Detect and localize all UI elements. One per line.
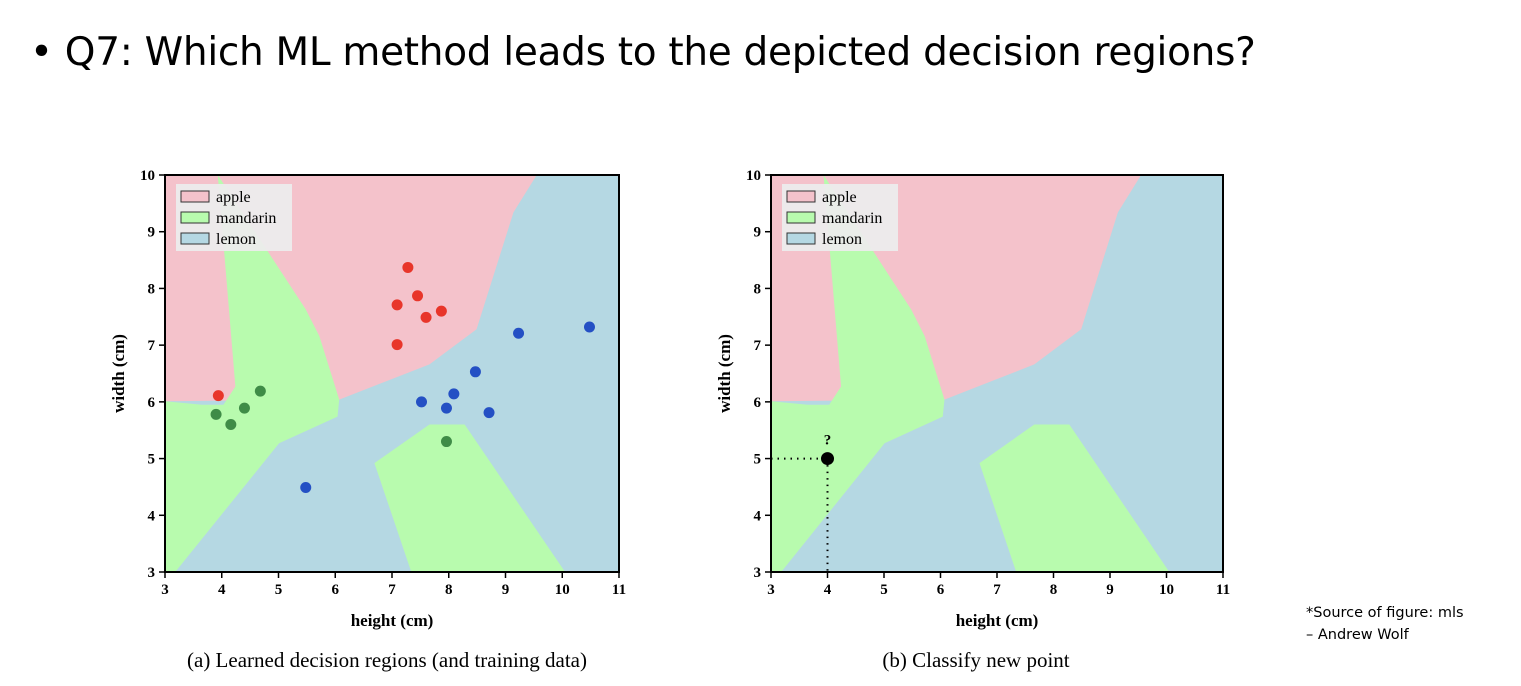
legend: apple mandarin lemon [782,184,898,251]
query-point [821,452,834,466]
legend-swatch-apple [180,190,210,203]
y-tick-label: 6 [754,395,762,411]
legend-label-mandarin: mandarin [822,210,882,227]
x-tick-label: 11 [1216,582,1230,598]
y-tick-label: 8 [148,281,156,297]
data-point-lemon [583,321,595,333]
y-tick-label: 3 [148,565,156,581]
data-point-apple [391,339,403,351]
y-tick-label: 5 [148,452,156,468]
y-tick-label: 4 [148,508,156,524]
caption-b: (b) Classify new point [882,648,1070,672]
x-tick-label: 10 [1159,582,1174,598]
region-mandarin [771,175,945,572]
x-tick-label: 5 [880,582,888,598]
data-point-apple [212,390,224,402]
legend-label-mandarin: mandarin [216,210,276,227]
legend-swatch-mandarin [786,211,816,224]
y-tick-label: 6 [148,395,156,411]
y-tick-label: 4 [754,508,762,524]
x-tick-label: 7 [993,582,1001,598]
data-point-lemon [483,407,495,419]
data-point-apple [402,261,414,273]
legend-swatch-mandarin [180,211,210,224]
y-axis-label: width (cm) [715,334,734,413]
data-point-lemon [300,481,312,493]
x-tick-label: 6 [937,582,945,598]
data-point-apple [435,305,447,317]
x-tick-label: 10 [555,582,570,598]
x-axis-label: height (cm) [956,611,1039,630]
x-tick-label: 5 [275,582,283,598]
data-point-lemon [440,402,452,414]
legend-swatch-lemon [786,232,816,245]
x-tick-label: 8 [445,582,453,598]
source-line-2: – Andrew Wolf [1306,627,1409,643]
data-point-mandarin [210,408,222,420]
legend-swatch-lemon [180,232,210,245]
x-tick-label: 7 [388,582,396,598]
legend-label-apple: apple [216,189,251,206]
y-tick-label: 8 [754,281,762,297]
x-tick-label: 4 [218,582,226,598]
x-tick-label: 9 [502,582,510,598]
data-point-mandarin [238,402,250,414]
x-tick-label: 11 [612,582,626,598]
data-point-lemon [513,327,525,339]
data-point-lemon [448,388,460,400]
legend: apple mandarin lemon [176,184,292,251]
chart-a: 3 4 5 6 7 8 9 10 11 3 4 5 6 7 8 9 10 height (cm) width (cm… [109,168,626,630]
y-tick-label: 7 [148,338,156,354]
x-axis-label: height (cm) [351,611,434,630]
slide-title: • Q7: Which ML method leads to the depic… [30,30,1256,75]
data-point-apple [412,290,424,302]
y-tick-label: 3 [754,565,762,581]
y-tick-label: 10 [746,168,761,184]
x-tick-label: 3 [161,582,169,598]
x-tick-label: 9 [1106,582,1114,598]
y-tick-label: 5 [754,452,762,468]
legend-label-lemon: lemon [216,231,256,248]
data-point-apple [420,311,432,323]
x-tick-label: 4 [824,582,832,598]
y-tick-label: 9 [148,225,156,241]
data-point-mandarin [440,436,452,448]
chart-b: ? 3 4 5 6 7 8 9 10 11 3 4 5 6 7 8 9 10 height (cm) width (c… [715,168,1230,630]
data-point-apple [391,299,403,311]
y-tick-label: 7 [754,338,762,354]
x-tick-label: 6 [332,582,340,598]
figure-source-note: *Source of figure: mls – Andrew Wolf [1306,602,1464,646]
caption-a: (a) Learned decision regions (and traini… [187,648,587,672]
legend-label-apple: apple [822,189,857,206]
x-tick-label: 8 [1050,582,1058,598]
region-mandarin [374,424,566,572]
source-line-1: *Source of figure: mls [1306,605,1464,621]
y-axis-label: width (cm) [109,334,128,413]
region-mandarin [165,175,340,572]
y-tick-label: 9 [754,225,762,241]
y-tick-label: 10 [140,168,155,184]
data-point-lemon [416,396,428,408]
data-point-mandarin [254,385,266,397]
legend-label-lemon: lemon [822,231,862,248]
query-point-label: ? [824,433,832,449]
x-tick-label: 3 [767,582,775,598]
region-mandarin [979,424,1170,572]
data-point-mandarin [225,419,237,431]
data-point-lemon [469,366,481,378]
legend-swatch-apple [786,190,816,203]
